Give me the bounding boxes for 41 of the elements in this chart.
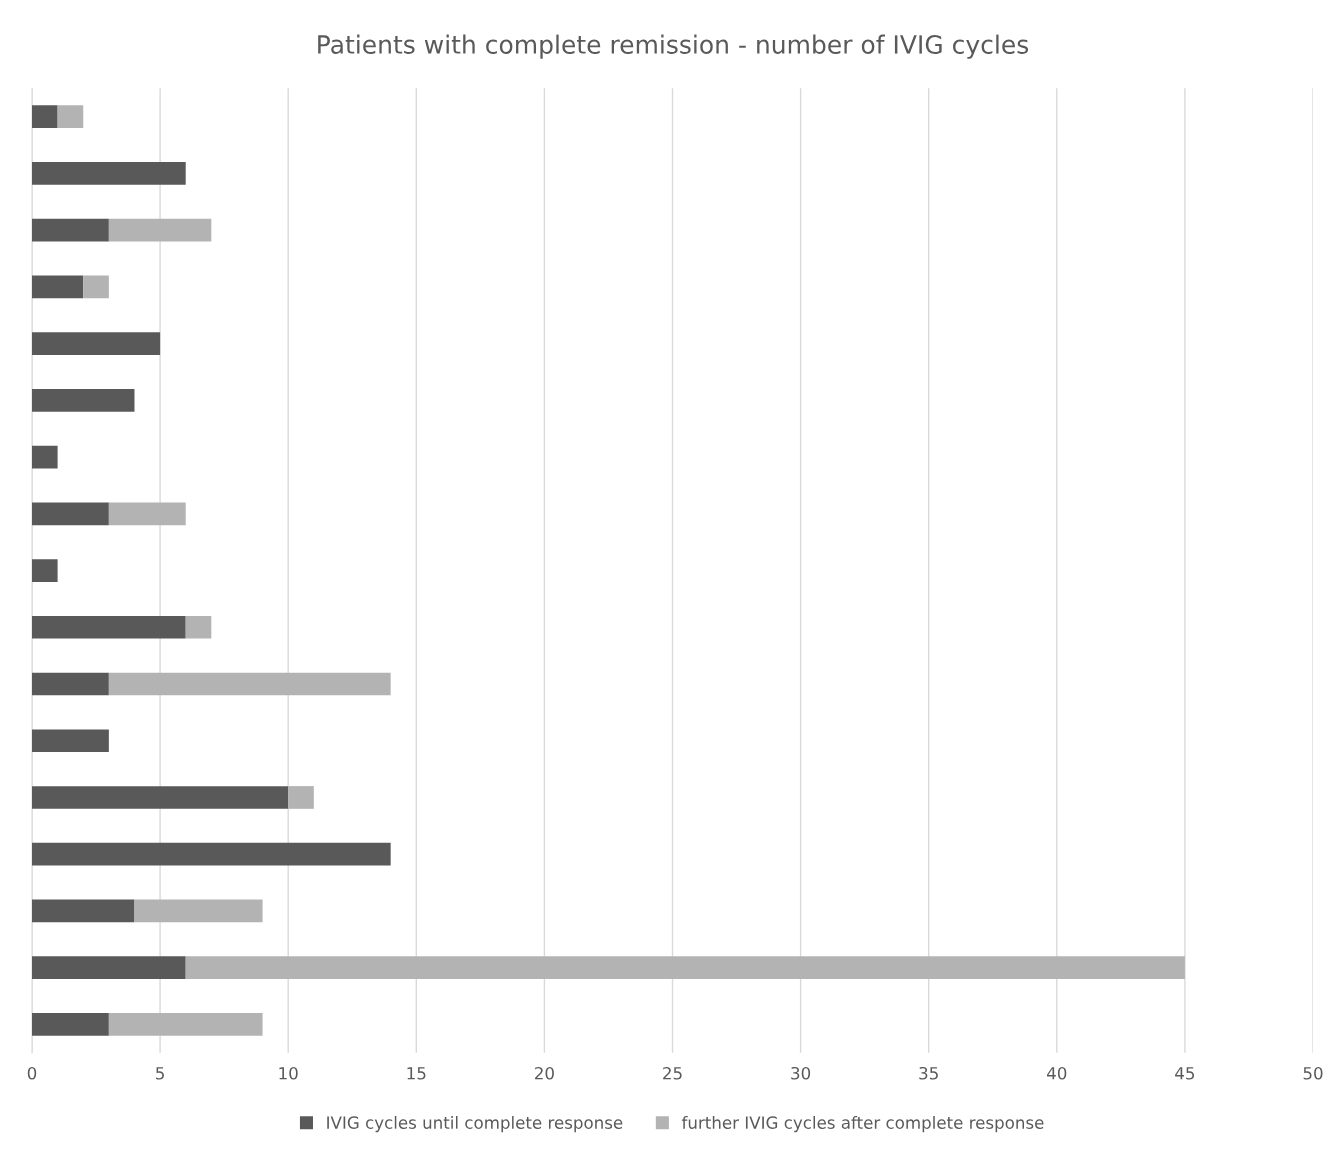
bar bbox=[108, 502, 186, 526]
x-tick-label: 35 bbox=[919, 1066, 938, 1080]
bar bbox=[31, 729, 109, 753]
bar bbox=[108, 218, 212, 242]
bar bbox=[31, 275, 84, 299]
x-tick-label: 40 bbox=[1047, 1066, 1067, 1080]
bar bbox=[31, 786, 289, 809]
bar bbox=[31, 105, 58, 129]
bar bbox=[31, 1013, 109, 1036]
bar bbox=[31, 672, 109, 696]
bar bbox=[31, 899, 135, 923]
bar bbox=[31, 389, 135, 412]
x-tick-label: 10 bbox=[279, 1066, 298, 1080]
bar bbox=[31, 956, 186, 980]
bar bbox=[83, 275, 109, 299]
x-tick-label: 20 bbox=[535, 1066, 554, 1080]
x-tick-label: 50 bbox=[1303, 1066, 1323, 1080]
bar bbox=[185, 615, 212, 639]
x-tick-label: 15 bbox=[407, 1067, 426, 1080]
bar bbox=[31, 502, 109, 526]
bar bbox=[185, 956, 1185, 980]
bar bbox=[57, 105, 84, 129]
legend-label: IVIG cycles until complete response bbox=[327, 1115, 623, 1133]
x-tick-label: 0 bbox=[27, 1066, 37, 1080]
bar bbox=[31, 445, 58, 469]
x-tick-label: 30 bbox=[791, 1066, 811, 1080]
x-tick-label: 45 bbox=[1175, 1067, 1195, 1080]
bar bbox=[288, 786, 314, 809]
legend-label: further IVIG cycles after complete response bbox=[681, 1115, 1044, 1133]
bar bbox=[31, 162, 186, 185]
x-tick-label: 5 bbox=[156, 1067, 164, 1080]
chart-title: Patients with complete remission - number of IVIG cycles bbox=[318, 34, 1029, 59]
x-tick-label: 25 bbox=[663, 1066, 682, 1080]
bar bbox=[31, 332, 161, 355]
bar bbox=[108, 672, 391, 696]
bar bbox=[31, 559, 58, 582]
bar bbox=[31, 615, 186, 639]
bar bbox=[31, 218, 109, 242]
bar bbox=[134, 899, 263, 923]
bar bbox=[108, 1013, 263, 1036]
bar bbox=[31, 842, 391, 866]
